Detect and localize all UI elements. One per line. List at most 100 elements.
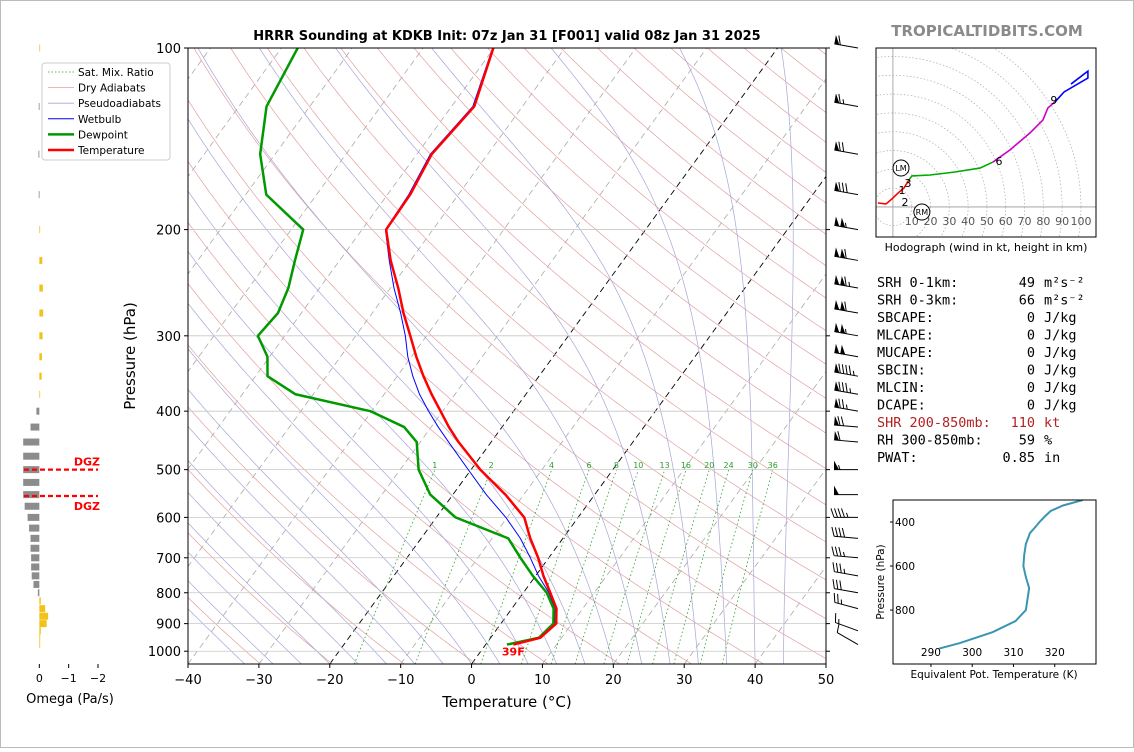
x-tick-label: 30 [676, 673, 693, 688]
legend-label: Pseudoadiabats [78, 98, 161, 110]
legend-label: Dewpoint [78, 129, 128, 141]
omega-bar [23, 439, 39, 446]
index-label: RH 300-850mb: [877, 433, 983, 449]
index-value: 0 [1027, 310, 1035, 326]
hodo-ring-label: 50 [980, 215, 994, 228]
omega-bar [39, 226, 40, 233]
theta-x-label: Equivalent Pot. Temperature (K) [910, 669, 1077, 681]
omega-bar [39, 620, 46, 627]
hodo-ring-label: 90 [1055, 215, 1069, 228]
barb-half [853, 371, 854, 376]
barb-half [846, 405, 847, 410]
omega-bar [31, 535, 40, 542]
omega-x-tick-label: −1 [61, 672, 77, 685]
omega-bar [31, 563, 39, 570]
omega-bar [39, 103, 40, 110]
omega-bar [36, 408, 39, 415]
mixing-ratio-label: 20 [704, 461, 714, 470]
index-label: MLCIN: [877, 380, 926, 396]
omega-bar [39, 285, 43, 292]
legend-label: Temperature [77, 145, 145, 157]
mixing-ratio-label: 36 [768, 461, 778, 470]
hodo-height-label: 9 [1050, 94, 1057, 107]
omega-bar [39, 634, 40, 641]
x-tick-label: 10 [534, 673, 551, 688]
index-unit: J/kg [1044, 363, 1077, 379]
omega-axis-label: Omega (Pa/s) [26, 692, 114, 707]
y-tick-label: 200 [156, 224, 181, 239]
hodo-ring-label: 30 [942, 215, 956, 228]
hodo-height-label: 3 [904, 177, 911, 190]
index-value: 0 [1027, 398, 1035, 414]
omega-bar [38, 589, 39, 596]
barb-half [849, 282, 850, 287]
omega-bar [38, 151, 39, 158]
y-tick-label: 400 [156, 405, 181, 420]
y-tick-label: 100 [156, 42, 181, 57]
theta-y-tick-label: 600 [895, 561, 915, 573]
omega-bar [39, 391, 40, 398]
legend-label: Wetbulb [78, 114, 122, 126]
index-label: SRH 0-3km: [877, 293, 958, 309]
index-label: MLCAPE: [877, 328, 934, 344]
omega-bar [23, 479, 39, 486]
omega-bar [33, 581, 39, 588]
index-value: 0 [1027, 345, 1035, 361]
y-tick-label: 500 [156, 464, 181, 479]
omega-bar [39, 373, 41, 380]
theta-y-tick-label: 800 [895, 605, 915, 617]
omega-bar [39, 310, 43, 317]
index-label: SBCIN: [877, 363, 926, 379]
mixing-ratio-label: 24 [724, 461, 734, 470]
hodo-ring-label: 60 [999, 215, 1013, 228]
omega-bar [39, 627, 40, 634]
hodo-ring-label: 100 [1070, 215, 1091, 228]
legend-label: Dry Adiabats [78, 83, 146, 95]
theta-y-tick-label: 400 [895, 517, 915, 529]
omega-bar [39, 332, 42, 339]
y-tick-label: 800 [156, 587, 181, 602]
index-value: 59 [1019, 433, 1035, 449]
theta-x-tick-label: 290 [921, 647, 941, 659]
y-tick-label: 300 [156, 330, 181, 345]
surface-temp-label: 39F [502, 646, 525, 659]
hodo-height-label: 6 [995, 155, 1002, 168]
index-label: SBCAPE: [877, 310, 934, 326]
storm-motion-label: LM [895, 164, 906, 173]
x-tick-label: 50 [818, 673, 835, 688]
x-tick-label: 0 [467, 673, 475, 688]
barb-half [850, 388, 851, 393]
x-tick-label: 40 [747, 673, 764, 688]
index-value: 49 [1019, 275, 1035, 291]
omega-bar [31, 554, 39, 561]
omega-bar [23, 453, 39, 460]
omega-bar [31, 424, 40, 431]
omega-bar [39, 597, 40, 604]
y-tick-label: 1000 [148, 645, 181, 660]
index-unit: J/kg [1044, 380, 1077, 396]
x-tick-label: −20 [316, 673, 343, 688]
index-value: 0 [1027, 328, 1035, 344]
mixing-ratio-label: 8 [614, 461, 619, 470]
x-axis-label: Temperature (°C) [441, 693, 571, 711]
theta-x-tick-label: 300 [962, 647, 982, 659]
index-unit: m²s⁻² [1044, 293, 1085, 309]
hodo-ring-label: 70 [1018, 215, 1032, 228]
barb-half [844, 569, 845, 574]
index-label: MUCAPE: [877, 345, 934, 361]
omega-bar [39, 45, 40, 52]
index-unit: m²s⁻² [1044, 275, 1085, 291]
storm-motion-label: RM [916, 208, 929, 217]
index-unit: % [1044, 433, 1052, 449]
hodo-height-label: 2 [901, 196, 908, 209]
index-label: SRH 0-1km: [877, 275, 958, 291]
mixing-ratio-label: 10 [633, 461, 643, 470]
index-value: 0 [1027, 363, 1035, 379]
mixing-ratio-label: 1 [432, 461, 437, 470]
x-tick-label: −10 [387, 673, 414, 688]
theta-x-tick-label: 320 [1045, 647, 1065, 659]
index-label: DCAPE: [877, 398, 926, 414]
